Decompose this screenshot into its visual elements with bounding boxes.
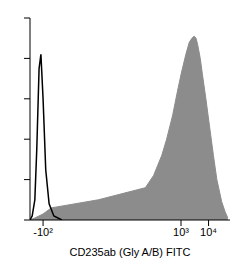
svg-text:10³: 10³ bbox=[173, 226, 189, 238]
svg-text:10⁴: 10⁴ bbox=[200, 226, 217, 238]
svg-text:CD235ab (Gly A/B) FITC: CD235ab (Gly A/B) FITC bbox=[69, 246, 190, 258]
svg-text:-10²: -10² bbox=[33, 226, 53, 238]
